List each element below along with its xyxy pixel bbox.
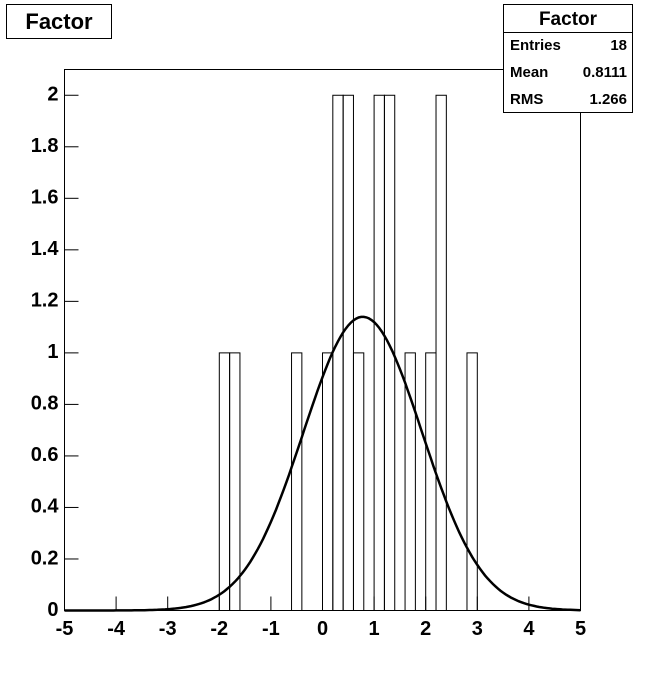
y-tick-label: 1.6 bbox=[31, 187, 59, 209]
fit-curve bbox=[64, 315, 581, 612]
y-tick-label: 2 bbox=[47, 84, 58, 106]
bar bbox=[342, 94, 354, 611]
stats-value: 18 bbox=[610, 37, 627, 54]
bar bbox=[229, 352, 241, 611]
x-tick-label: -1 bbox=[262, 618, 280, 640]
stats-box bbox=[503, 4, 633, 113]
bar bbox=[466, 352, 478, 611]
bar bbox=[425, 352, 437, 611]
y-tick-label: 1.2 bbox=[31, 290, 59, 312]
y-tick-label: 0 bbox=[47, 599, 58, 621]
x-tick-label: 1 bbox=[369, 618, 380, 640]
bar bbox=[373, 94, 385, 611]
x-tick-label: 4 bbox=[523, 618, 535, 640]
stats-label: Entries bbox=[510, 37, 561, 54]
x-tick-label: -3 bbox=[159, 618, 177, 640]
bar bbox=[404, 352, 416, 611]
bar bbox=[352, 352, 365, 611]
y-tick-label: 0.6 bbox=[31, 444, 59, 466]
bar bbox=[435, 94, 447, 611]
stats-value: 0.8111 bbox=[583, 64, 627, 81]
bar bbox=[291, 352, 303, 611]
bar bbox=[322, 352, 334, 611]
bar bbox=[383, 94, 396, 611]
y-tick-label: 0.4 bbox=[31, 496, 60, 518]
stats-label: RMS bbox=[510, 91, 543, 108]
bar bbox=[218, 352, 231, 611]
x-tick-label: -5 bbox=[56, 618, 74, 640]
stats-title: Factor bbox=[539, 9, 598, 30]
y-tick-label: 0.2 bbox=[31, 547, 59, 569]
x-tick-label: 0 bbox=[317, 618, 328, 640]
bar bbox=[332, 94, 344, 611]
chart-title: Factor bbox=[25, 9, 93, 34]
x-tick-label: -4 bbox=[107, 618, 126, 640]
y-tick-label: 1.4 bbox=[31, 238, 60, 260]
x-tick-label: -2 bbox=[210, 618, 228, 640]
stats-value: 1.266 bbox=[589, 91, 627, 108]
y-tick-label: 1 bbox=[47, 341, 58, 363]
x-tick-label: 2 bbox=[420, 618, 431, 640]
y-tick-label: 1.8 bbox=[31, 135, 59, 157]
stats-label: Mean bbox=[510, 64, 548, 81]
y-tick-label: 0.8 bbox=[31, 393, 59, 415]
title-box bbox=[6, 4, 112, 39]
x-tick-label: 3 bbox=[472, 618, 483, 640]
x-tick-label: 5 bbox=[575, 618, 586, 640]
